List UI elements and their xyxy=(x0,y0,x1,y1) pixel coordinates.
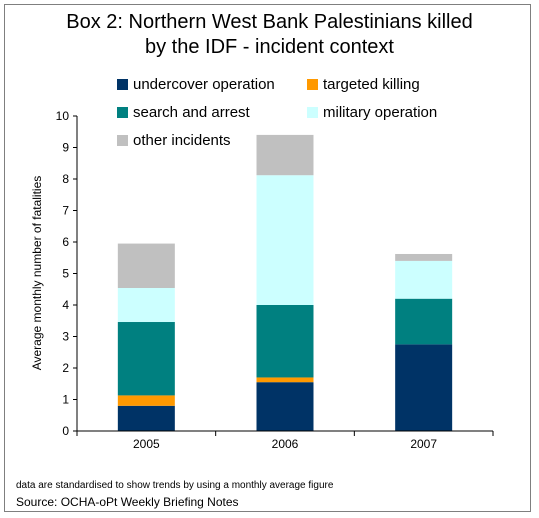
legend-item-targeted-killing: targeted killing xyxy=(307,76,420,94)
bar-segment-targeted-killing-2005 xyxy=(117,395,175,406)
y-axis-title: Average monthly number of fatalities xyxy=(30,176,44,371)
y-tick-label: 6 xyxy=(62,235,69,249)
legend-label: search and arrest xyxy=(133,104,250,121)
legend-label: military operation xyxy=(323,104,438,121)
legend-label: undercover operation xyxy=(133,76,275,93)
legend-label: targeted killing xyxy=(323,76,420,93)
legend-item-undercover-operation: undercover operation xyxy=(117,76,275,94)
legend-item-other-incidents: other incidents xyxy=(117,132,231,150)
y-tick-label: 7 xyxy=(62,204,69,218)
bar-segment-undercover-operation-2007 xyxy=(395,344,453,431)
legend-item-military-operation: military operation xyxy=(307,104,437,122)
bar-segment-search-and-arrest-2007 xyxy=(395,298,453,345)
legend-swatch xyxy=(307,79,318,90)
chart-title: Box 2: Northern West Bank Palestinians k… xyxy=(0,10,539,60)
source-note: Source: OCHA-oPt Weekly Briefing Notes xyxy=(16,495,239,509)
legend-swatch xyxy=(307,107,318,118)
bar-segment-targeted-killing-2006 xyxy=(256,377,314,383)
bar-segment-search-and-arrest-2005 xyxy=(117,322,175,396)
legend-swatch xyxy=(117,135,128,146)
y-tick-label: 8 xyxy=(62,172,69,186)
legend-swatch xyxy=(117,107,128,118)
y-tick-label: 10 xyxy=(56,109,70,123)
y-tick-label: 9 xyxy=(62,141,69,155)
bar-segment-undercover-operation-2005 xyxy=(117,405,175,431)
y-tick-label: 5 xyxy=(62,267,69,281)
x-tick-label: 2006 xyxy=(272,437,299,451)
chart-title-line-2: by the IDF - incident context xyxy=(144,36,394,58)
bar-segment-other-incidents-2007 xyxy=(395,253,453,261)
y-tick-label: 2 xyxy=(62,361,69,375)
footnote: data are standardised to show trends by … xyxy=(16,480,334,491)
legend-label: other incidents xyxy=(133,132,231,149)
bar-segment-other-incidents-2005 xyxy=(117,243,175,288)
legend-item-search-and-arrest: search and arrest xyxy=(117,104,250,122)
x-tick-label: 2007 xyxy=(410,437,437,451)
legend-swatch xyxy=(117,79,128,90)
y-tick-label: 4 xyxy=(62,298,69,312)
bar-segment-search-and-arrest-2006 xyxy=(256,305,314,378)
bar-segment-military-operation-2006 xyxy=(256,175,314,305)
y-tick-label: 0 xyxy=(62,424,69,438)
y-tick-label: 1 xyxy=(62,393,69,407)
bar-segment-other-incidents-2006 xyxy=(256,134,314,176)
bar-segment-military-operation-2005 xyxy=(117,287,175,323)
x-tick-label: 2005 xyxy=(133,437,160,451)
bar-segment-military-operation-2007 xyxy=(395,260,453,299)
bar-segment-undercover-operation-2006 xyxy=(256,382,314,431)
chart-title-line-1: Box 2: Northern West Bank Palestinians k… xyxy=(66,11,473,33)
y-tick-label: 3 xyxy=(62,330,69,344)
